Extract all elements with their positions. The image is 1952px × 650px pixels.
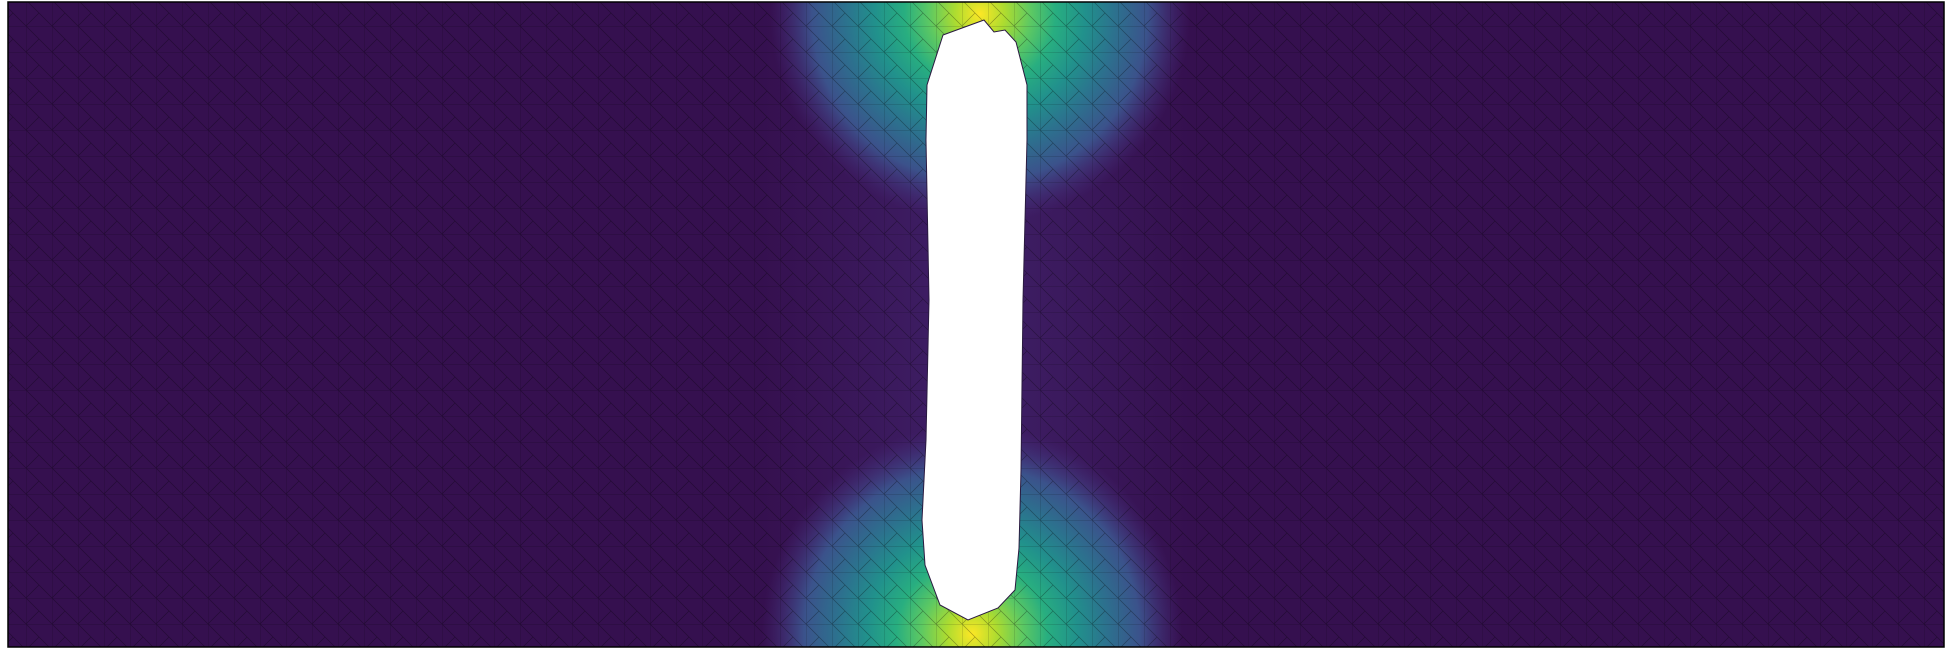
crack-hole <box>921 19 1028 621</box>
plate-domain <box>8 2 1944 647</box>
plate-border <box>7 1 1945 648</box>
